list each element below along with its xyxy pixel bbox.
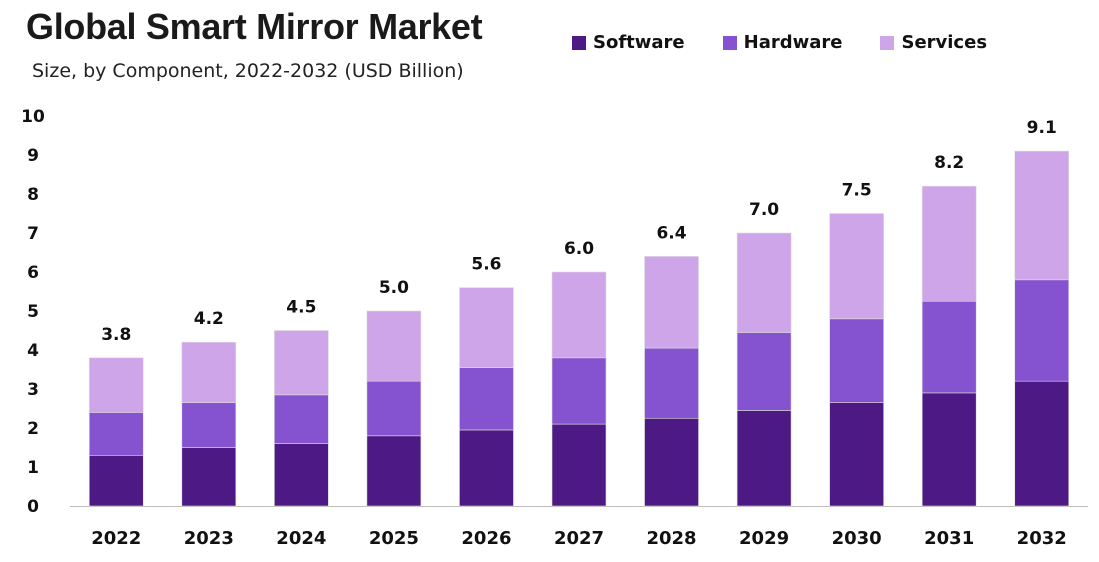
bar-total-label: 6.0 [564,239,594,259]
bar-segment-software [88,454,144,507]
legend-label-services: Services [901,32,988,53]
legend-item-hardware: Hardware [722,32,843,53]
y-tick-label: 3 [27,380,39,400]
x-tick-label: 2026 [461,528,511,549]
x-tick-label: 2022 [91,528,141,549]
x-tick-label: 2032 [1017,528,1067,549]
y-tick-label: 6 [27,263,39,283]
bar-total-label: 4.2 [194,309,224,329]
y-tick-label: 2 [27,419,39,439]
y-tick-label: 9 [27,146,39,166]
bar-segment-hardware [921,300,977,394]
bar-total-label: 5.0 [379,278,409,298]
bar-segment-software [829,402,884,507]
bar-segment-services [921,185,977,302]
bar-segment-hardware [644,347,699,419]
bar-segment-services [644,256,699,349]
bar-segment-services [1014,150,1070,281]
legend-label-software: Software [593,32,685,53]
bar-segment-services [736,232,792,333]
bar-total-label: 7.0 [749,200,779,220]
bar-segment-services [88,357,144,413]
bar-segment-hardware [1014,279,1070,382]
bar-total-label: 8.2 [934,153,964,173]
bar-total-label: 3.8 [101,325,131,345]
legend-item-software: Software [572,32,685,53]
legend-label-hardware: Hardware [743,32,843,53]
bar-segment-hardware [274,394,329,444]
y-tick-label: 10 [21,107,45,127]
bar-segment-software [459,429,514,507]
bar-segment-services [829,213,884,320]
bar-segment-hardware [551,357,607,425]
bar-segment-hardware [181,402,237,448]
bar-segment-services [551,271,607,359]
x-tick-label: 2028 [646,528,696,549]
bar-total-label: 4.5 [286,298,316,318]
bar-segment-software [181,447,237,507]
legend-swatch-software [572,35,586,50]
bar-segment-hardware [88,412,144,456]
x-tick-label: 2027 [554,528,604,549]
bar-segment-services [366,310,422,382]
y-tick-label: 5 [27,302,39,322]
bar-segment-hardware [459,367,514,431]
chart-title: Global Smart Mirror Market [26,6,483,47]
x-tick-label: 2030 [832,528,882,549]
chart-legend: Software Hardware Services [572,32,987,53]
bar-total-label: 9.1 [1027,118,1057,138]
bar-total-label: 6.4 [656,223,686,243]
bar-segment-software [921,392,977,507]
bar-segment-services [459,287,514,368]
y-tick-label: 7 [27,224,39,244]
legend-swatch-hardware [722,35,737,50]
chart-subtitle: Size, by Component, 2022-2032 (USD Billi… [32,60,464,82]
bar-total-label: 7.5 [842,181,872,201]
bar-segment-hardware [829,318,884,403]
bar-segment-software [1014,380,1070,507]
bar-segment-software [274,443,329,507]
bar-segment-software [644,417,699,507]
x-tick-label: 2023 [184,528,234,549]
y-tick-label: 4 [27,341,39,361]
x-tick-label: 2024 [276,528,326,549]
bar-segment-services [181,341,237,403]
bar-segment-software [736,410,792,507]
legend-item-services: Services [880,32,987,53]
legend-swatch-services [880,35,895,50]
y-tick-label: 1 [27,458,39,478]
y-tick-label: 8 [27,185,39,205]
bar-total-label: 5.6 [471,255,501,275]
x-tick-label: 2029 [739,528,789,549]
bar-segment-services [274,330,329,396]
bar-segment-hardware [736,332,792,411]
bar-segment-hardware [366,380,422,437]
x-tick-label: 2031 [924,528,974,549]
y-tick-label: 0 [27,497,39,517]
bar-segment-software [551,423,607,507]
x-tick-label: 2025 [369,528,419,549]
bar-segment-software [366,435,422,507]
